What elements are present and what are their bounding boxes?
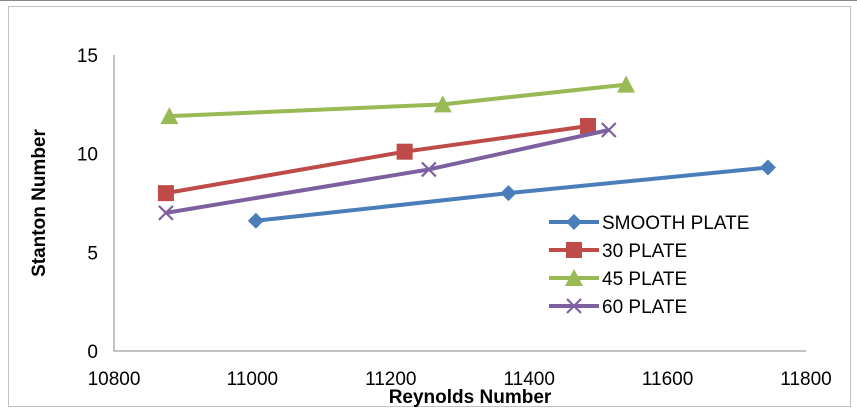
legend-item: SMOOTH PLATE: [549, 213, 749, 234]
y-tick-label: 5: [87, 243, 98, 264]
y-axis-title: Stanton Number: [29, 129, 50, 277]
top-border-line: [0, 0, 857, 1]
series-line: [169, 82, 627, 119]
y-tick-label: 15: [77, 46, 98, 67]
legend-marker: [566, 214, 582, 230]
x-axis-title: Reynolds Number: [389, 387, 552, 408]
data-point: [580, 118, 597, 135]
data-point: [759, 159, 776, 176]
series-2: [160, 75, 636, 125]
series-layer: [157, 75, 776, 229]
series-line: [165, 128, 610, 215]
legend-item: 30 PLATE: [549, 241, 687, 262]
legend-label: 60 PLATE: [602, 297, 687, 318]
legend-item: 45 PLATE: [549, 269, 687, 290]
x-tick-label: 11000: [227, 369, 278, 390]
x-tick-label: 11400: [503, 369, 554, 390]
data-point: [396, 143, 413, 160]
data-point: [433, 95, 452, 113]
series-1: [157, 118, 597, 202]
x-tick-label: 11200: [365, 369, 416, 390]
data-point: [158, 205, 174, 221]
data-point: [421, 161, 437, 178]
data-point: [157, 185, 174, 202]
legend: SMOOTH PLATE 30 PLATE 45 PLATE 60 PLATE: [549, 213, 749, 318]
series-0: [247, 159, 776, 229]
data-point: [601, 122, 617, 138]
y-tick-label: 10: [77, 145, 98, 166]
x-tick-label: 11600: [642, 369, 693, 390]
axes: [113, 55, 806, 352]
data-point: [160, 107, 179, 125]
y-tick-label: 0: [87, 342, 98, 363]
data-point: [247, 212, 264, 229]
legend-label: 45 PLATE: [602, 269, 687, 290]
series-3: [158, 122, 617, 221]
data-point: [617, 75, 636, 93]
data-point: [500, 185, 517, 202]
x-tick-label: 10800: [88, 369, 141, 390]
chart-frame: [8, 6, 851, 407]
series-line: [165, 124, 589, 196]
x-tick-label: 11800: [780, 369, 831, 390]
x-tick-labels: 10800 11000 11200 11400 11600 11800: [88, 369, 832, 390]
legend-marker: [566, 242, 582, 258]
legend-item: 60 PLATE: [549, 297, 687, 318]
legend-label: SMOOTH PLATE: [602, 213, 749, 234]
legend-marker: [565, 269, 583, 286]
legend-label: 30 PLATE: [602, 241, 687, 262]
y-tick-labels: 0 5 10 15: [77, 46, 98, 363]
legend-marker: [566, 298, 582, 314]
